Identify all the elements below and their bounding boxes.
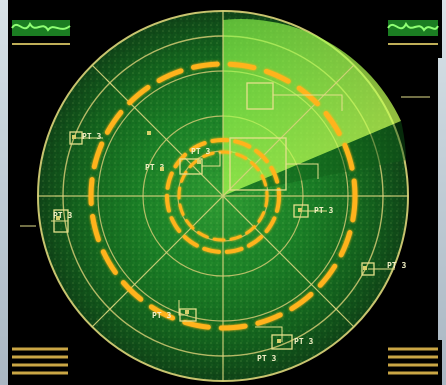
- signal-meter-icon: [11, 20, 71, 45]
- target-label-6: PT 3: [387, 261, 406, 270]
- target-label-5: PT 3: [314, 206, 333, 215]
- tick-marks: [55, 28, 391, 364]
- level-bars-icon: [388, 347, 438, 375]
- target-label-2: PT 3: [145, 163, 164, 172]
- target-label-4: PT 3: [53, 211, 72, 220]
- radar-grid-lines: [38, 11, 408, 381]
- target-connectors: [20, 94, 430, 342]
- target-label-8: PT 3: [294, 337, 313, 346]
- target-label-9: PT 3: [257, 354, 276, 363]
- target-label-7: PT 3: [152, 311, 171, 320]
- signal-meter-icon: [387, 20, 439, 45]
- target-label-1: PT 3: [82, 132, 101, 141]
- target-markers: [56, 131, 367, 343]
- target-labels: PT 3 PT 3 PT 3 PT 3 PT 3 PT 3 PT 3 PT 3 …: [53, 132, 406, 363]
- level-bars-icon: [12, 347, 68, 375]
- target-label-3: PT 3: [191, 147, 210, 156]
- radar-sweep-dark-cut: [223, 121, 406, 196]
- accent-rings: [88, 61, 358, 331]
